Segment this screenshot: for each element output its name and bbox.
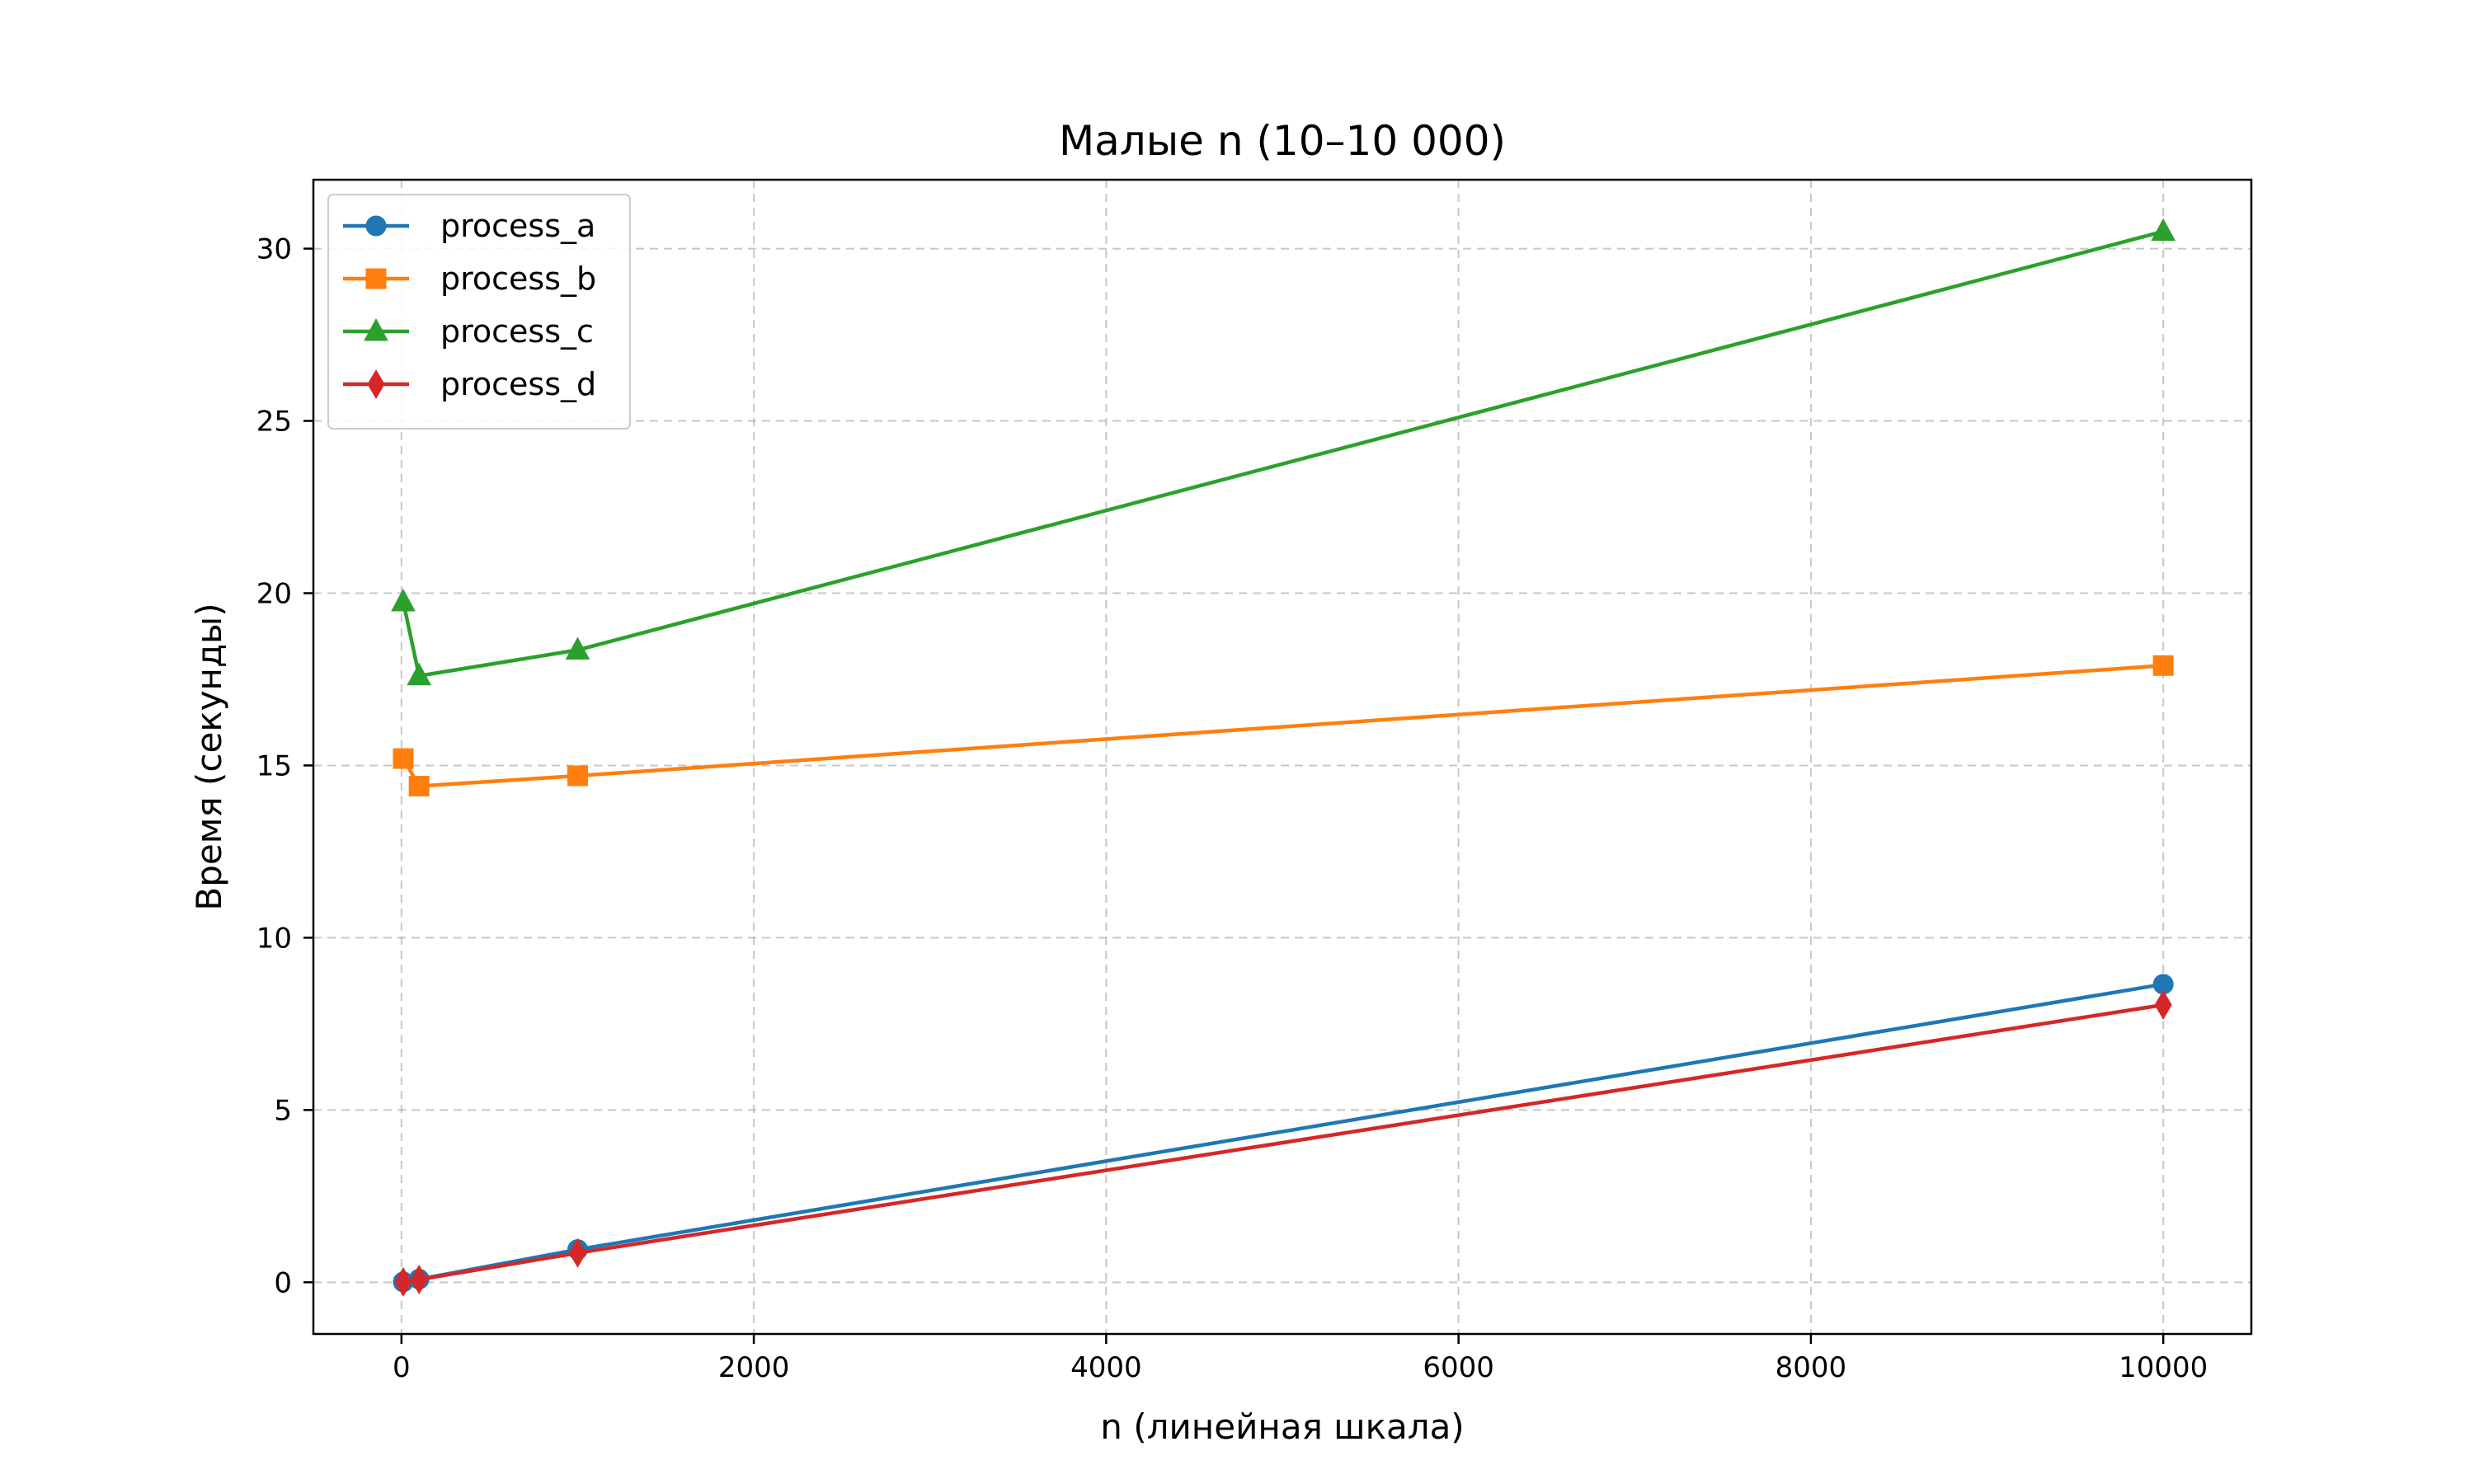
data-point-process_d xyxy=(410,1264,428,1294)
series-layer xyxy=(391,218,2176,1297)
legend-marker xyxy=(367,369,385,399)
series-process_b xyxy=(393,655,2174,797)
series-line-process_c xyxy=(401,229,2164,679)
data-point-process_b xyxy=(2152,655,2174,676)
chart-title: Малые n (10–10 000) xyxy=(1059,117,1506,165)
legend-item-process_c: process_c xyxy=(343,313,594,350)
x-tick-label: 0 xyxy=(393,1351,411,1384)
y-axis-ticks: 0 5 10 15 20 25 30 xyxy=(256,233,313,1299)
legend-label: process_b xyxy=(440,261,596,297)
data-point-process_b xyxy=(567,765,588,787)
x-tick-label: 10000 xyxy=(2119,1351,2208,1384)
x-tick-label: 2000 xyxy=(718,1351,790,1384)
y-tick-label: 5 xyxy=(274,1094,292,1127)
y-tick-label: 15 xyxy=(256,749,292,782)
legend: process_a process_b process_c process_d xyxy=(327,194,631,430)
data-point-process_d xyxy=(2154,989,2172,1020)
y-tick-label: 20 xyxy=(256,577,292,610)
x-axis-ticks: 0 2000 4000 6000 8000 10000 xyxy=(393,1334,2208,1384)
y-tick-label: 25 xyxy=(256,406,292,439)
legend-marker xyxy=(365,215,387,237)
data-point-process_b xyxy=(393,748,414,769)
data-point-process_c xyxy=(407,662,432,686)
data-point-process_c xyxy=(565,636,590,660)
plot-frame xyxy=(312,178,2253,1336)
data-point-process_d xyxy=(568,1237,587,1268)
legend-label: process_a xyxy=(440,208,595,244)
x-tick-label: 8000 xyxy=(1776,1351,1847,1384)
series-process_d xyxy=(394,989,2172,1297)
legend-label: process_c xyxy=(440,313,594,350)
x-axis-label: n (линейная шкала) xyxy=(1100,1407,1464,1447)
data-point-process_c xyxy=(2151,218,2176,242)
data-point-process_b xyxy=(408,776,430,797)
legend-box xyxy=(327,194,631,430)
legend-marker xyxy=(365,268,387,289)
legend-item-process_d: process_d xyxy=(343,366,596,402)
y-tick-label: 10 xyxy=(256,922,292,955)
y-tick-label: 0 xyxy=(274,1266,292,1299)
x-tick-label: 6000 xyxy=(1423,1351,1494,1384)
legend-label: process_d xyxy=(440,366,596,402)
data-point-process_d xyxy=(394,1266,412,1297)
y-tick-label: 30 xyxy=(256,233,292,266)
y-axis-label: Время (секунды) xyxy=(189,603,229,910)
legend-item-process_a: process_a xyxy=(343,208,595,244)
series-line-process_b xyxy=(402,664,2164,788)
series-process_c xyxy=(391,218,2176,686)
legend-marker xyxy=(364,317,388,341)
x-tick-label: 4000 xyxy=(1070,1351,1142,1384)
legend-item-process_b: process_b xyxy=(343,261,596,297)
data-point-process_c xyxy=(391,588,416,612)
